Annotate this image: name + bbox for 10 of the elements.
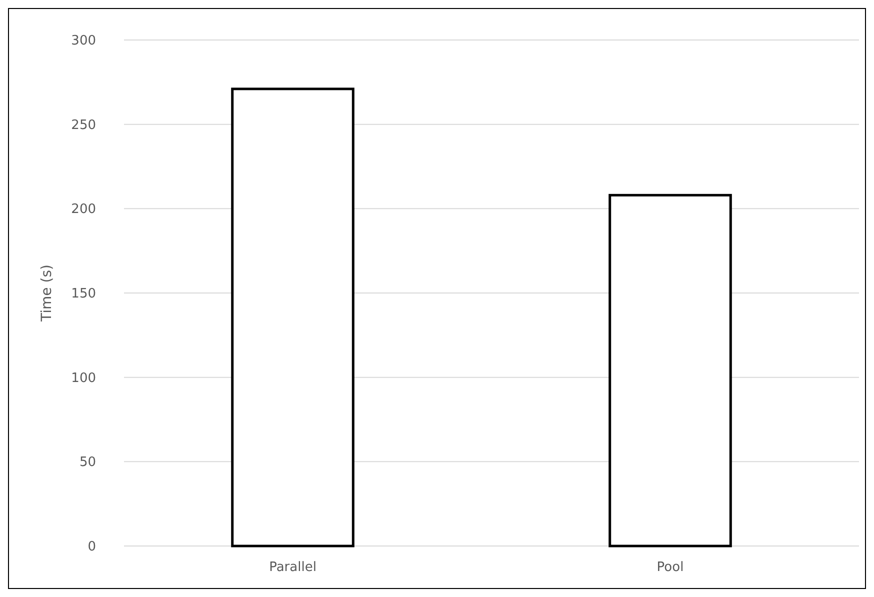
x-tick-label: Parallel	[269, 560, 316, 575]
y-tick-label: 0	[88, 540, 96, 555]
y-tick-label: 50	[79, 455, 96, 470]
y-tick-label: 200	[71, 202, 96, 218]
x-tick-label: Pool	[656, 560, 684, 575]
y-tick-label: 150	[71, 286, 96, 302]
y-axis-title: Time (s)	[39, 264, 55, 322]
y-tick-label: 300	[71, 34, 96, 49]
y-tick-label: 100	[71, 370, 96, 386]
y-tick-label: 250	[71, 118, 96, 133]
